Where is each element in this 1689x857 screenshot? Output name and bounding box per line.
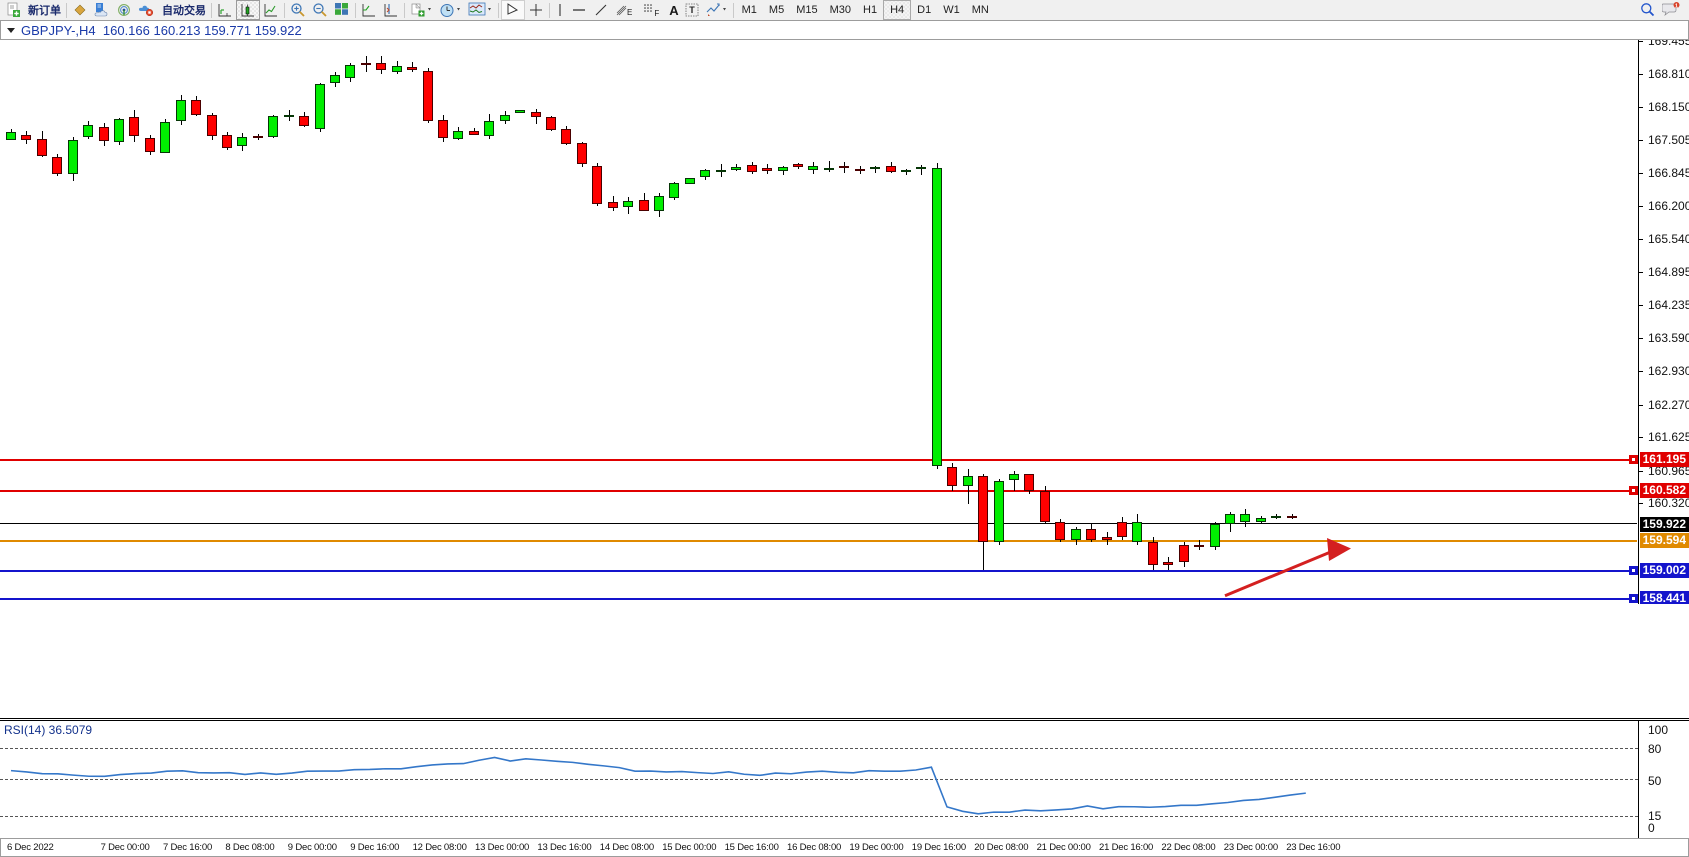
svg-text:T: T	[689, 5, 695, 15]
svg-text:1: 1	[1675, 3, 1678, 9]
